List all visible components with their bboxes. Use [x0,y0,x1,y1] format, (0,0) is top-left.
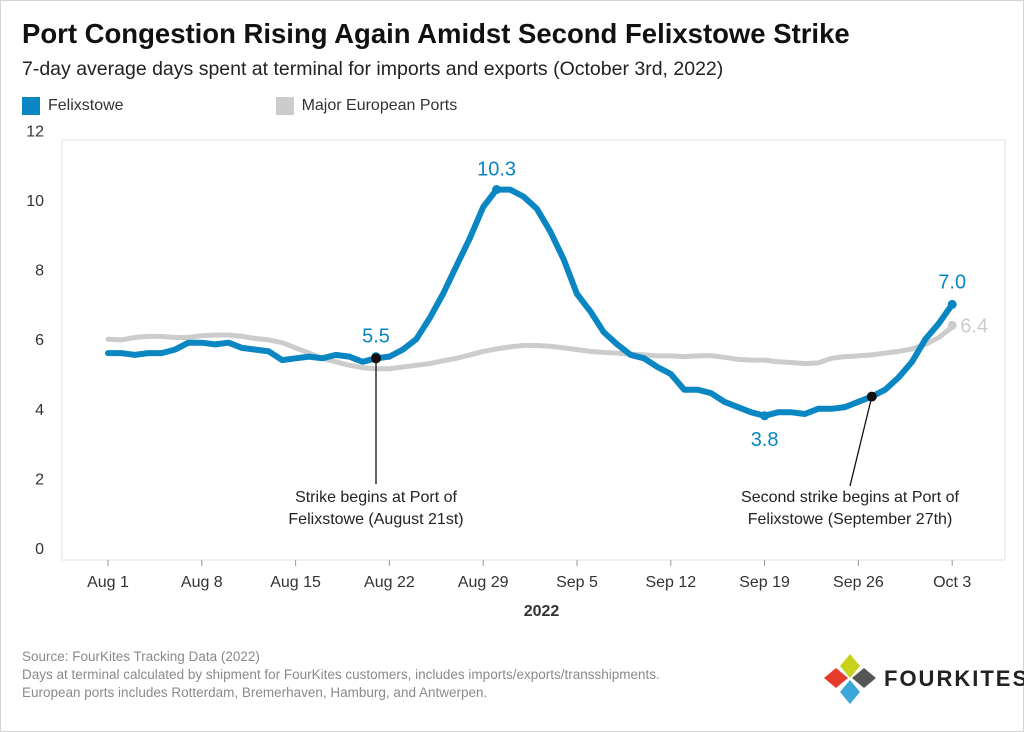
x-axis-title: 2022 [524,603,560,620]
y-tick-label: 6 [35,332,44,349]
data-point-marker [492,185,502,195]
annotation-text: Felixstowe (August 21st) [288,511,463,528]
footer-notes: Source: FourKites Tracking Data (2022) D… [22,648,660,702]
x-tick-label: Aug 15 [270,574,321,591]
method-note: Days at terminal calculated by shipment … [22,667,660,682]
legend: Felixstowe Major European Ports [22,97,609,115]
kite-left-diamond [824,668,848,688]
data-label: 7.0 [938,271,966,293]
x-tick-label: Sep 5 [556,574,598,591]
legend-item-european-ports: Major European Ports [275,97,458,115]
data-point-marker [760,411,770,421]
x-tick-label: Aug 22 [364,574,415,591]
chart-title: Port Congestion Rising Again Amidst Seco… [22,18,850,49]
annotation-text: Strike begins at Port of [295,489,457,506]
annotation-marker [866,391,877,402]
legend-item-felixstowe: Felixstowe [22,97,124,115]
legend-swatch-felixstowe [22,97,40,115]
x-tick-label: Sep 26 [833,574,884,591]
y-tick-label: 0 [35,541,44,558]
line-chart: 0 2 4 6 8 10 12 Aug 1 Aug 8 Aug 15 Aug 22 Aug 29 Sep… [26,123,1006,620]
data-label: 6.4 [960,315,988,337]
legend-label-felixstowe: Felixstowe [48,97,124,114]
y-tick-label: 8 [35,263,44,280]
annotation-marker [371,353,381,364]
data-label: 3.8 [751,429,779,451]
x-tick-label: Sep 12 [645,574,696,591]
annotation-leader-line [849,396,873,487]
annotation-text: Felixstowe (September 27th) [748,511,953,528]
legend-label-european-ports: Major European Ports [301,97,458,114]
fourkites-logo: FOURKITES [820,652,1024,704]
data-label: 5.5 [362,326,390,348]
x-tick-label: Oct 3 [933,574,971,591]
kite-right-diamond [852,668,876,688]
ports-note: European ports includes Rotterdam, Breme… [22,685,488,700]
data-label: 10.3 [477,159,516,181]
plot-area-border [61,139,1006,561]
series-line-felixstowe [105,186,956,419]
kite-top-diamond [840,654,860,678]
series-line-european-ports [105,324,955,372]
y-tick-label: 4 [35,402,44,419]
chart-subtitle: 7-day average days spent at terminal for… [22,58,724,80]
x-tick-label: Sep 19 [739,574,790,591]
logo-wordmark: FOURKITES [884,666,1024,691]
x-tick-label: Aug 29 [458,574,509,591]
data-point-marker [947,299,957,309]
source-note: Source: FourKites Tracking Data (2022) [22,649,260,664]
y-tick-label: 2 [35,471,44,488]
x-tick-label: Aug 1 [87,574,129,591]
kite-bottom-diamond [840,680,860,704]
annotation-text: Second strike begins at Port of [741,489,959,506]
data-point-marker [947,320,957,330]
fourkites-kite-icon [824,654,876,704]
x-tick-label: Aug 8 [181,574,223,591]
y-tick-label: 12 [26,123,44,140]
y-tick-label: 10 [26,193,44,210]
legend-swatch-european-ports [275,97,294,115]
